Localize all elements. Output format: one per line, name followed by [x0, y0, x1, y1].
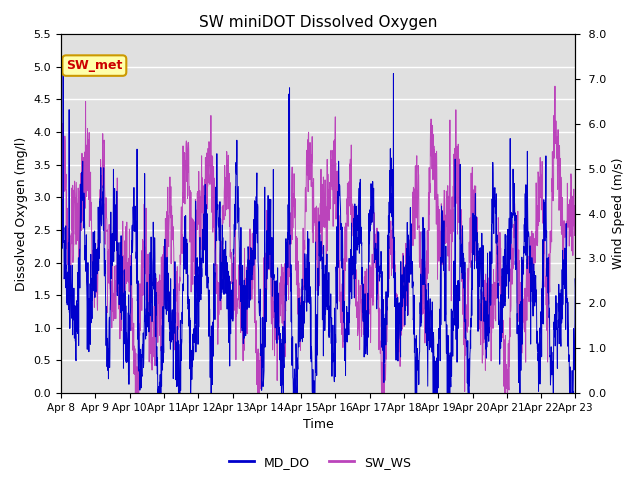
- SW_WS: [344, 224, 352, 229]
- SW_WS: [526, 234, 534, 240]
- SW_WS: [201, 213, 209, 218]
- SW_WS: [572, 202, 579, 207]
- SW_WS: [468, 250, 476, 255]
- MD_DO: [57, 253, 65, 259]
- Text: SW_met: SW_met: [66, 59, 122, 72]
- MD_DO: [201, 214, 209, 220]
- Line: SW_WS: SW_WS: [61, 86, 575, 393]
- SW_WS: [551, 84, 559, 89]
- MD_DO: [572, 285, 579, 290]
- SW_WS: [333, 207, 340, 213]
- SW_WS: [57, 191, 65, 196]
- MD_DO: [154, 390, 162, 396]
- MD_DO: [333, 265, 341, 271]
- MD_DO: [344, 325, 352, 331]
- Y-axis label: Wind Speed (m/s): Wind Speed (m/s): [612, 158, 625, 269]
- SW_WS: [132, 390, 140, 396]
- Y-axis label: Dissolved Oxygen (mg/l): Dissolved Oxygen (mg/l): [15, 136, 28, 291]
- SW_WS: [541, 230, 548, 236]
- Line: MD_DO: MD_DO: [61, 70, 575, 393]
- MD_DO: [468, 312, 476, 318]
- MD_DO: [541, 200, 548, 206]
- X-axis label: Time: Time: [303, 419, 333, 432]
- MD_DO: [527, 258, 534, 264]
- Title: SW miniDOT Dissolved Oxygen: SW miniDOT Dissolved Oxygen: [199, 15, 437, 30]
- Legend: MD_DO, SW_WS: MD_DO, SW_WS: [224, 451, 416, 474]
- MD_DO: [60, 67, 67, 73]
